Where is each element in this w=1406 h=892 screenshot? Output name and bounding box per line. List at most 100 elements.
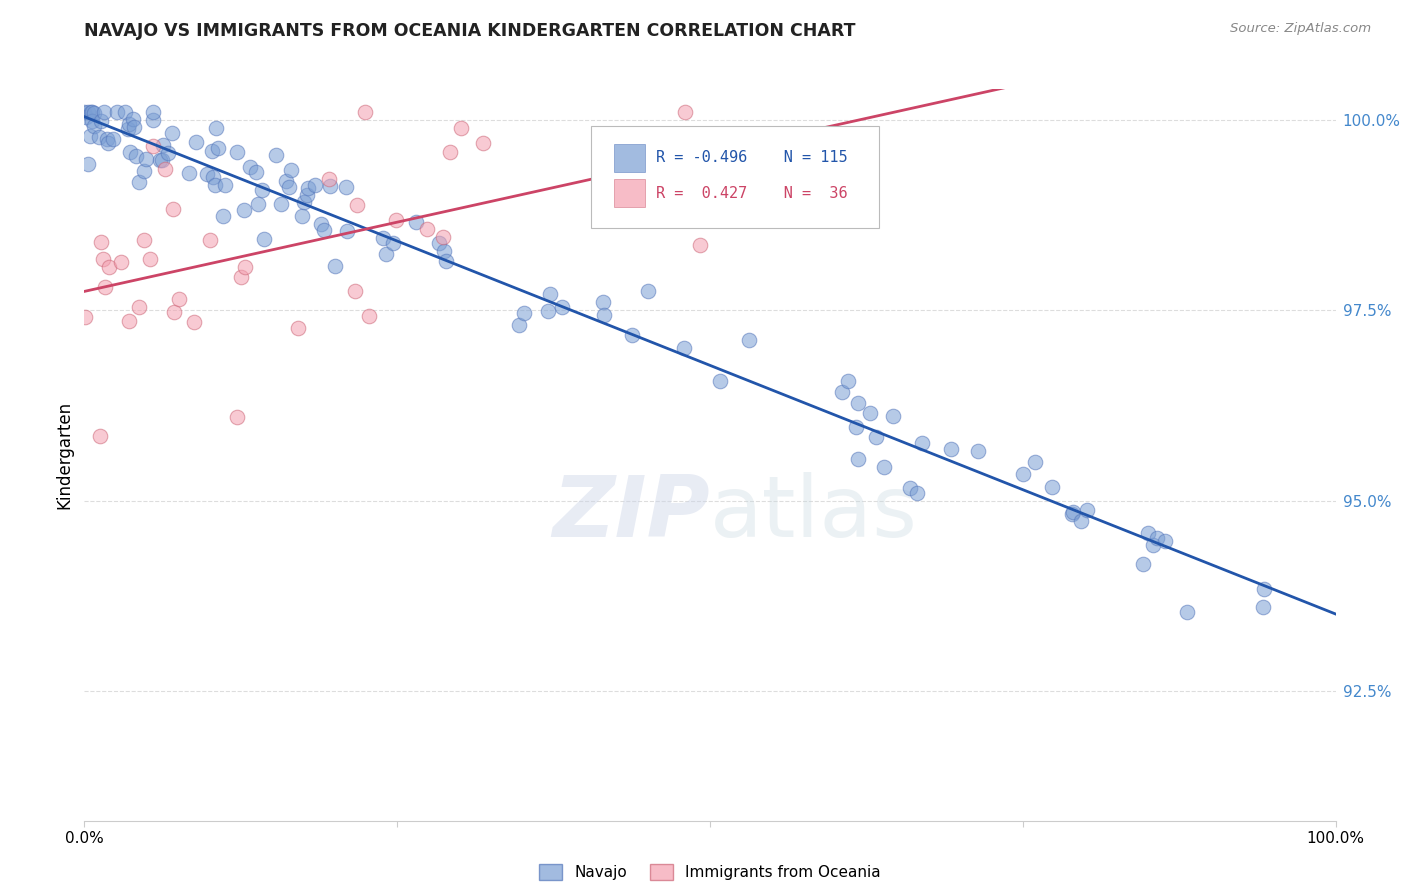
Point [91,252,114,266]
Point [245,165,267,179]
Point [184,135,207,149]
Point [98,260,121,274]
Point [162,202,184,216]
Point [323,259,346,273]
Point [239,161,262,175]
Point [253,231,276,245]
Point [304,178,326,192]
Point [1024,455,1046,469]
Point [593,308,616,322]
Point [142,113,165,128]
Point [252,183,274,197]
Point [125,149,148,163]
Point [837,374,859,388]
Point [169,292,191,306]
Point [195,167,218,181]
Point [295,188,318,202]
Point [709,374,731,388]
Text: Source: ZipAtlas.com: Source: ZipAtlas.com [1230,22,1371,36]
Text: NAVAJO VS IMMIGRANTS FROM OCEANIA KINDERGARTEN CORRELATION CHART: NAVAJO VS IMMIGRANTS FROM OCEANIA KINDER… [84,22,856,40]
Point [270,197,292,211]
Point [82,114,104,128]
Point [1177,605,1199,619]
Point [160,126,183,140]
Point [274,174,297,188]
Point [433,244,456,258]
Point [471,136,494,151]
Point [427,235,450,250]
Point [672,341,695,355]
Point [371,231,394,245]
Point [101,132,124,146]
Point [873,460,896,475]
Point [152,137,174,152]
Point [105,105,128,120]
Point [354,105,377,120]
Point [90,114,112,128]
Point [318,172,340,186]
Point [246,197,269,211]
Point [357,309,380,323]
Point [83,106,105,120]
Point [142,139,165,153]
Point [89,429,111,443]
FancyBboxPatch shape [613,179,645,207]
Point [149,153,172,167]
Point [134,234,156,248]
Point [114,105,136,120]
Point [374,247,396,261]
Point [226,410,249,425]
Point [89,129,111,144]
Point [97,136,120,151]
Point [1137,526,1160,541]
Point [1142,538,1164,552]
Point [405,215,427,229]
Point [135,153,157,167]
Point [831,385,853,400]
FancyBboxPatch shape [613,145,645,172]
Point [865,429,887,443]
Text: ZIP: ZIP [553,472,710,555]
Point [450,121,472,136]
Point [90,235,112,249]
Point [134,164,156,178]
Point [83,119,105,133]
Point [846,396,869,410]
Point [179,166,201,180]
Point [911,435,934,450]
Point [204,120,226,135]
Point [1076,502,1098,516]
Point [297,181,319,195]
Point [508,318,530,332]
Point [292,195,315,210]
Point [1062,505,1084,519]
Point [79,128,101,143]
Point [75,111,97,125]
Point [905,485,928,500]
Point [122,112,145,126]
Point [939,442,962,457]
Point [844,420,866,434]
Point [77,105,100,120]
Point [538,286,561,301]
Legend: Navajo, Immigrants from Oceania: Navajo, Immigrants from Oceania [533,858,887,886]
Point [439,145,461,159]
Point [142,105,165,120]
Point [381,235,404,250]
Point [80,105,103,120]
Point [225,145,247,160]
Point [738,334,761,348]
Point [287,321,309,335]
Point [264,148,287,162]
Point [291,209,314,223]
Point [513,306,536,320]
Point [198,233,221,247]
Point [336,224,359,238]
Point [229,270,252,285]
Point [637,284,659,298]
Point [617,192,640,206]
Point [620,328,643,343]
Point [312,222,335,236]
Point [537,304,560,318]
Point [120,145,142,160]
